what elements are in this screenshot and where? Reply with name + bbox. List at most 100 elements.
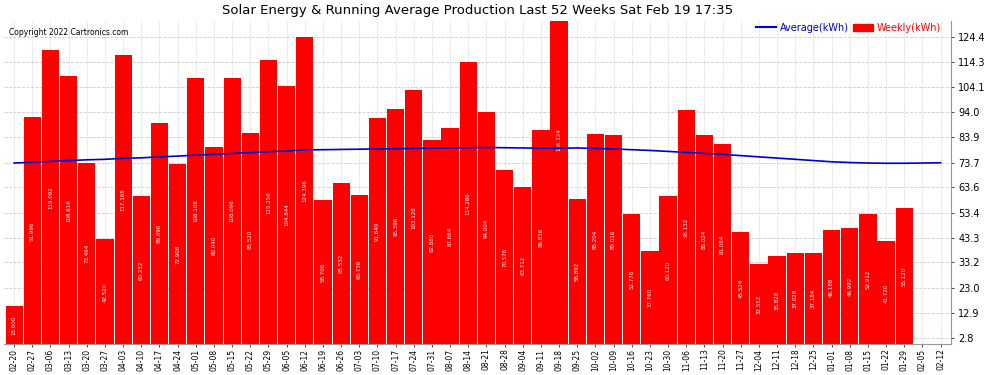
Legend: Average(kWh), Weekly(kWh): Average(kWh), Weekly(kWh) bbox=[756, 23, 940, 33]
Bar bbox=[259, 60, 277, 344]
Bar bbox=[514, 187, 532, 344]
Text: 114.280: 114.280 bbox=[465, 192, 471, 215]
Bar bbox=[696, 135, 713, 344]
Text: 46.188: 46.188 bbox=[829, 278, 835, 297]
Bar bbox=[877, 242, 895, 344]
Bar bbox=[296, 38, 314, 344]
Bar bbox=[459, 62, 477, 344]
Bar bbox=[369, 118, 386, 344]
Bar bbox=[424, 140, 441, 344]
Text: 32.552: 32.552 bbox=[756, 295, 761, 314]
Text: 91.640: 91.640 bbox=[375, 222, 380, 241]
Bar bbox=[842, 228, 858, 344]
Bar bbox=[24, 117, 41, 344]
Bar bbox=[587, 134, 604, 344]
Bar bbox=[677, 110, 695, 344]
Bar bbox=[733, 232, 749, 344]
Text: 85.024: 85.024 bbox=[702, 230, 707, 249]
Text: 55.120: 55.120 bbox=[902, 267, 907, 286]
Bar bbox=[805, 253, 822, 344]
Bar bbox=[169, 165, 186, 344]
Text: 52.912: 52.912 bbox=[865, 270, 870, 289]
Bar bbox=[6, 306, 23, 344]
Bar bbox=[60, 76, 77, 344]
Text: 103.128: 103.128 bbox=[411, 206, 416, 228]
Text: 15.600: 15.600 bbox=[12, 315, 17, 335]
Bar bbox=[533, 130, 549, 344]
Bar bbox=[623, 214, 641, 344]
Bar bbox=[115, 55, 132, 344]
Bar bbox=[659, 196, 677, 344]
Bar bbox=[642, 251, 658, 344]
Bar bbox=[405, 90, 423, 344]
Text: 35.828: 35.828 bbox=[774, 291, 779, 310]
Bar bbox=[315, 200, 332, 344]
Bar bbox=[896, 209, 913, 344]
Bar bbox=[859, 214, 876, 344]
Text: 46.992: 46.992 bbox=[847, 277, 852, 296]
Bar bbox=[187, 78, 205, 344]
Bar bbox=[42, 51, 59, 344]
Text: 45.524: 45.524 bbox=[739, 279, 743, 298]
Bar bbox=[333, 183, 349, 344]
Bar bbox=[78, 163, 95, 344]
Text: 37.760: 37.760 bbox=[647, 288, 652, 308]
Bar bbox=[605, 135, 623, 344]
Text: 37.184: 37.184 bbox=[811, 289, 816, 308]
Text: 63.712: 63.712 bbox=[521, 256, 526, 275]
Title: Solar Energy & Running Average Production Last 52 Weeks Sat Feb 19 17:35: Solar Energy & Running Average Productio… bbox=[222, 4, 733, 17]
Text: 166.124: 166.124 bbox=[556, 128, 561, 151]
Text: 37.028: 37.028 bbox=[793, 289, 798, 308]
Bar bbox=[750, 264, 767, 344]
Bar bbox=[768, 256, 786, 344]
Bar bbox=[496, 170, 513, 344]
Text: 108.096: 108.096 bbox=[230, 200, 235, 222]
Text: 85.016: 85.016 bbox=[611, 230, 616, 249]
Text: 95.396: 95.396 bbox=[393, 217, 398, 236]
Bar bbox=[133, 196, 149, 344]
Bar bbox=[387, 109, 404, 344]
Text: 58.892: 58.892 bbox=[575, 262, 580, 281]
Bar bbox=[550, 0, 567, 344]
Text: 87.664: 87.664 bbox=[447, 226, 452, 246]
Text: 81.084: 81.084 bbox=[720, 235, 725, 254]
Text: 80.040: 80.040 bbox=[212, 236, 217, 255]
Text: 52.776: 52.776 bbox=[630, 270, 635, 289]
Bar bbox=[278, 86, 295, 344]
Text: 73.464: 73.464 bbox=[84, 244, 89, 263]
Text: 108.108: 108.108 bbox=[193, 200, 198, 222]
Text: 70.576: 70.576 bbox=[502, 248, 507, 267]
Text: 91.996: 91.996 bbox=[30, 221, 35, 240]
Text: 85.204: 85.204 bbox=[593, 230, 598, 249]
Bar bbox=[205, 147, 223, 344]
Bar bbox=[150, 123, 168, 344]
Text: 94.004: 94.004 bbox=[484, 219, 489, 238]
Text: 104.844: 104.844 bbox=[284, 204, 289, 226]
Bar bbox=[350, 195, 368, 344]
Text: 85.520: 85.520 bbox=[248, 229, 252, 249]
Text: 41.720: 41.720 bbox=[884, 283, 889, 303]
Text: 95.132: 95.132 bbox=[684, 217, 689, 237]
Text: 65.532: 65.532 bbox=[339, 254, 344, 273]
Text: 86.836: 86.836 bbox=[539, 228, 544, 247]
Text: 117.168: 117.168 bbox=[121, 189, 126, 211]
Bar bbox=[568, 199, 586, 344]
Bar bbox=[442, 128, 458, 344]
Text: 115.256: 115.256 bbox=[266, 191, 271, 214]
Text: 72.908: 72.908 bbox=[175, 245, 180, 264]
Bar bbox=[478, 112, 495, 344]
Bar bbox=[242, 134, 259, 344]
Text: Copyright 2022 Cartronics.com: Copyright 2022 Cartronics.com bbox=[9, 28, 129, 37]
Bar bbox=[224, 78, 241, 344]
Text: 60.232: 60.232 bbox=[139, 261, 144, 280]
Bar bbox=[96, 240, 114, 344]
Text: 60.736: 60.736 bbox=[356, 260, 361, 279]
Text: 82.880: 82.880 bbox=[430, 232, 435, 252]
Bar bbox=[787, 253, 804, 344]
Text: 58.708: 58.708 bbox=[321, 262, 326, 282]
Text: 119.092: 119.092 bbox=[48, 186, 53, 209]
Text: 42.520: 42.520 bbox=[103, 282, 108, 302]
Bar bbox=[823, 230, 841, 344]
Text: 89.896: 89.896 bbox=[157, 224, 162, 243]
Text: 124.396: 124.396 bbox=[302, 180, 307, 202]
